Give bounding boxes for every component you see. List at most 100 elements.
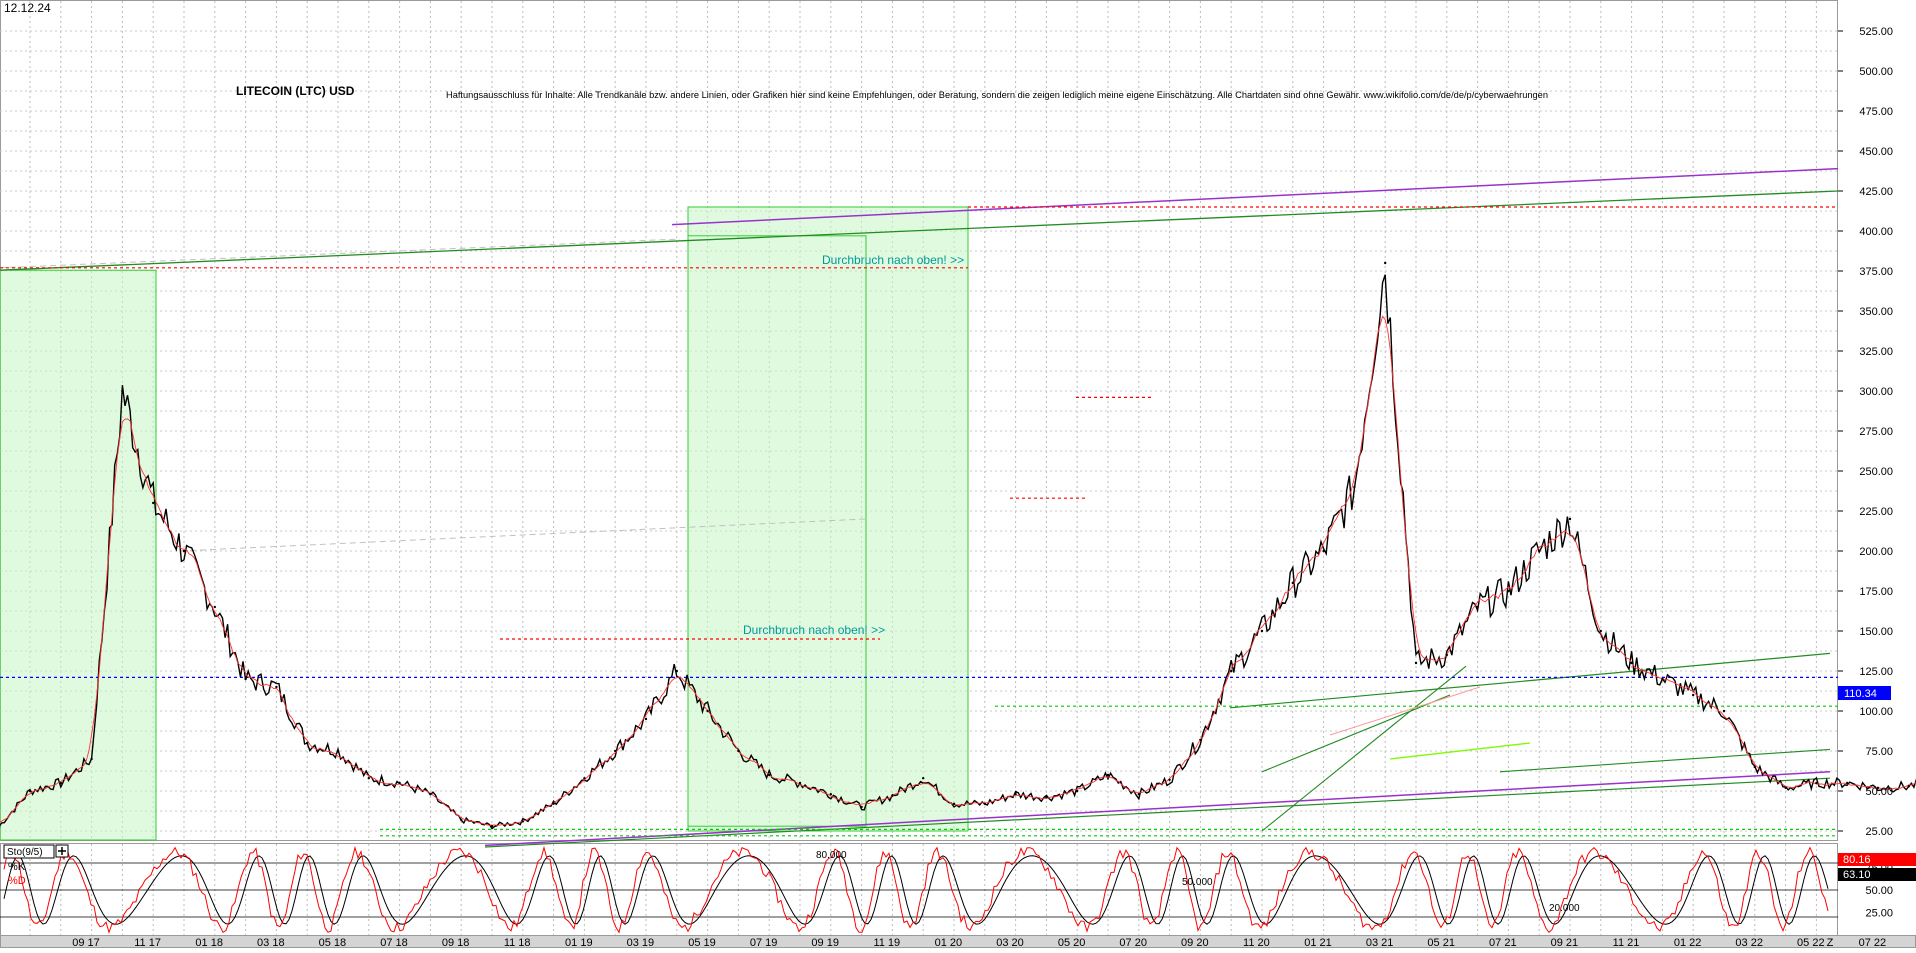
price-point bbox=[429, 793, 431, 795]
price-point bbox=[860, 806, 862, 808]
price-point bbox=[1446, 654, 1448, 656]
time-axis-label: 09 20 bbox=[1181, 937, 1209, 948]
price-point bbox=[60, 782, 62, 784]
indicator-axis-label: 25.00 bbox=[1865, 908, 1893, 920]
price-axis-label: 225.00 bbox=[1859, 506, 1893, 518]
price-point bbox=[1600, 630, 1602, 632]
price-axis-label: 250.00 bbox=[1859, 466, 1893, 478]
price-point bbox=[1723, 710, 1725, 712]
indicator-level-20: 20.000 bbox=[1549, 903, 1580, 914]
price-point bbox=[1045, 796, 1047, 798]
price-axis-label: 150.00 bbox=[1859, 626, 1893, 638]
price-point bbox=[1292, 582, 1294, 584]
price-point bbox=[368, 777, 370, 779]
price-point bbox=[1199, 739, 1201, 741]
price-point bbox=[1076, 790, 1078, 792]
price-point bbox=[1569, 518, 1571, 520]
price-point bbox=[337, 750, 339, 752]
price-point bbox=[830, 793, 832, 795]
chart-date: 12.12.24 bbox=[4, 1, 51, 15]
indicator-k-label: %K bbox=[8, 861, 26, 873]
price-axis-label: 475.00 bbox=[1859, 106, 1893, 118]
time-axis-label: 07 21 bbox=[1489, 937, 1517, 948]
highlight-zone bbox=[688, 207, 968, 831]
highlight-zone bbox=[0, 270, 156, 840]
time-axis-label: 01 19 bbox=[565, 937, 593, 948]
price-point bbox=[152, 502, 154, 504]
price-point bbox=[737, 750, 739, 752]
time-axis-label: 11 17 bbox=[134, 937, 161, 948]
time-axis-label: 07 19 bbox=[750, 937, 778, 948]
current-price-label: 110.34 bbox=[1844, 688, 1877, 700]
price-point bbox=[1784, 787, 1786, 789]
time-axis-label: 07 20 bbox=[1119, 937, 1147, 948]
time-axis-label: 11 19 bbox=[873, 937, 900, 948]
price-point bbox=[1815, 782, 1817, 784]
time-axis-label: 03 20 bbox=[996, 937, 1024, 948]
price-point bbox=[922, 777, 924, 779]
indicator-axis-label: 50.00 bbox=[1865, 885, 1893, 897]
price-axis-label: 425.00 bbox=[1859, 186, 1893, 198]
breakout-annotation-lower: Durchbruch nach oben! >> bbox=[743, 623, 885, 637]
time-axis-label: 09 19 bbox=[811, 937, 839, 948]
price-point bbox=[953, 803, 955, 805]
price-point bbox=[306, 742, 308, 744]
price-axis-label: 275.00 bbox=[1859, 426, 1893, 438]
price-point bbox=[275, 686, 277, 688]
price-point bbox=[676, 670, 678, 672]
time-axis-label: 07 18 bbox=[380, 937, 408, 948]
price-point bbox=[1630, 662, 1632, 664]
time-axis-label: Z bbox=[1827, 937, 1834, 948]
price-point bbox=[522, 820, 524, 822]
time-axis-label: 09 21 bbox=[1551, 937, 1579, 948]
price-axis-label: 75.00 bbox=[1865, 746, 1893, 758]
time-axis-label: 03 18 bbox=[257, 937, 285, 948]
indicator-level-80: 80.000 bbox=[816, 850, 847, 861]
price-point bbox=[1908, 785, 1910, 787]
price-axis-label: 200.00 bbox=[1859, 546, 1893, 558]
time-axis-label: 03 19 bbox=[627, 937, 655, 948]
price-axis-label: 375.00 bbox=[1859, 266, 1893, 278]
disclaimer-text: Haftungsausschluss für Inhalte: Alle Tre… bbox=[446, 90, 1548, 100]
price-point bbox=[768, 774, 770, 776]
price-point bbox=[1846, 782, 1848, 784]
price-point bbox=[29, 790, 31, 792]
indicator-level-50: 50.000 bbox=[1182, 877, 1213, 888]
price-point bbox=[1538, 550, 1540, 552]
time-axis-label: 05 22 bbox=[1797, 937, 1825, 948]
time-axis-label: 05 18 bbox=[319, 937, 347, 948]
price-axis-label: 500.00 bbox=[1859, 66, 1893, 78]
price-point bbox=[1168, 779, 1170, 781]
price-point bbox=[214, 606, 216, 608]
price-axis-label: 525.00 bbox=[1859, 26, 1893, 38]
breakout-annotation-upper: Durchbruch nach oben! >> bbox=[822, 253, 964, 267]
price-point bbox=[121, 390, 123, 392]
price-point bbox=[583, 777, 585, 779]
price-point bbox=[491, 825, 493, 827]
price-point bbox=[891, 795, 893, 797]
price-axis-label: 400.00 bbox=[1859, 226, 1893, 238]
time-axis-label: 01 22 bbox=[1674, 937, 1702, 948]
price-point bbox=[1476, 606, 1478, 608]
time-axis-label: 01 20 bbox=[935, 937, 963, 948]
price-point bbox=[614, 750, 616, 752]
price-point bbox=[1014, 793, 1016, 795]
price-point bbox=[398, 782, 400, 784]
price-point bbox=[645, 718, 647, 720]
price-axis-label: 450.00 bbox=[1859, 146, 1893, 158]
time-axis-label: 11 20 bbox=[1243, 937, 1270, 948]
price-point bbox=[1692, 694, 1694, 696]
price-point bbox=[1353, 486, 1355, 488]
price-point bbox=[460, 819, 462, 821]
time-axis-label: 01 18 bbox=[195, 937, 223, 948]
time-axis-label: 09 17 bbox=[72, 937, 100, 948]
price-point bbox=[244, 678, 246, 680]
price-point bbox=[1322, 550, 1324, 552]
time-axis-label: 05 21 bbox=[1427, 937, 1455, 948]
price-axis-label: 50.00 bbox=[1865, 786, 1893, 798]
price-axis-label: 350.00 bbox=[1859, 306, 1893, 318]
price-point bbox=[1107, 774, 1109, 776]
indicator-name: Sto(9/5) bbox=[7, 847, 43, 858]
price-point bbox=[1384, 262, 1386, 264]
